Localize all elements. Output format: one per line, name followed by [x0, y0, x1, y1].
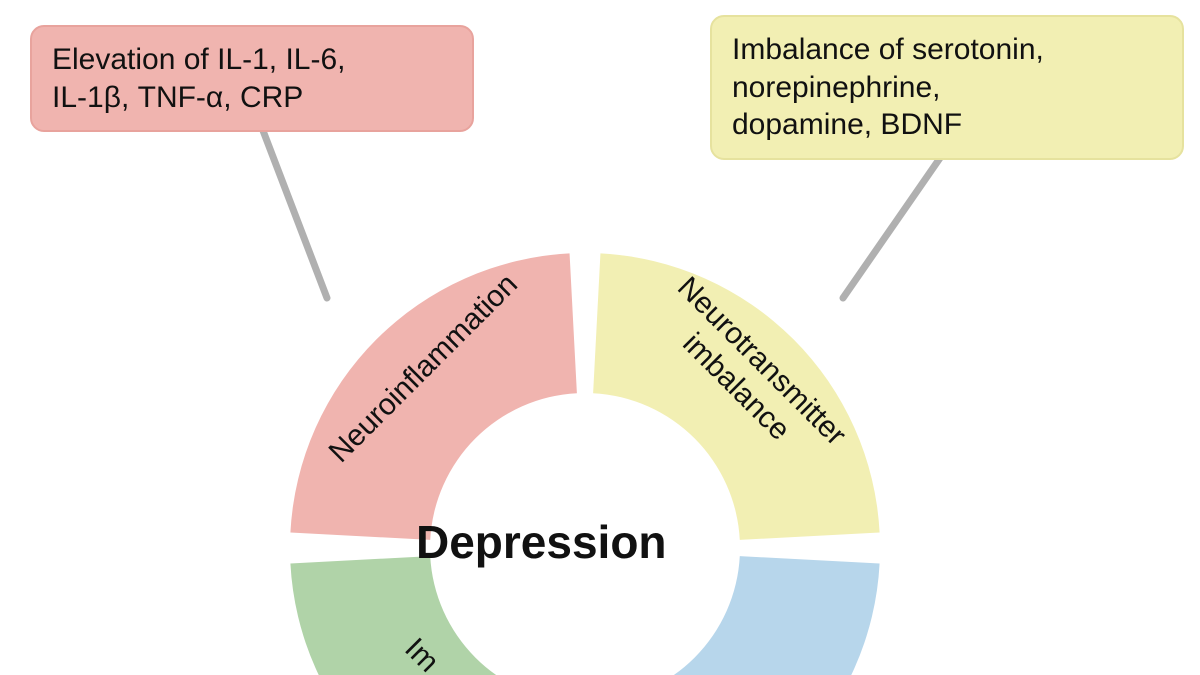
il-callout-connector	[262, 128, 327, 298]
segment-bottom-right	[593, 556, 879, 675]
serotonin-callout: Imbalance of serotonin,norepinephrine,do…	[710, 15, 1184, 160]
center-label: Depression	[416, 515, 667, 569]
il-callout: Elevation of IL-1, IL-6,IL-1β, TNF-α, CR…	[30, 25, 474, 132]
serotonin-callout-connector	[843, 158, 940, 298]
segment-neuroinflammation	[290, 253, 576, 539]
